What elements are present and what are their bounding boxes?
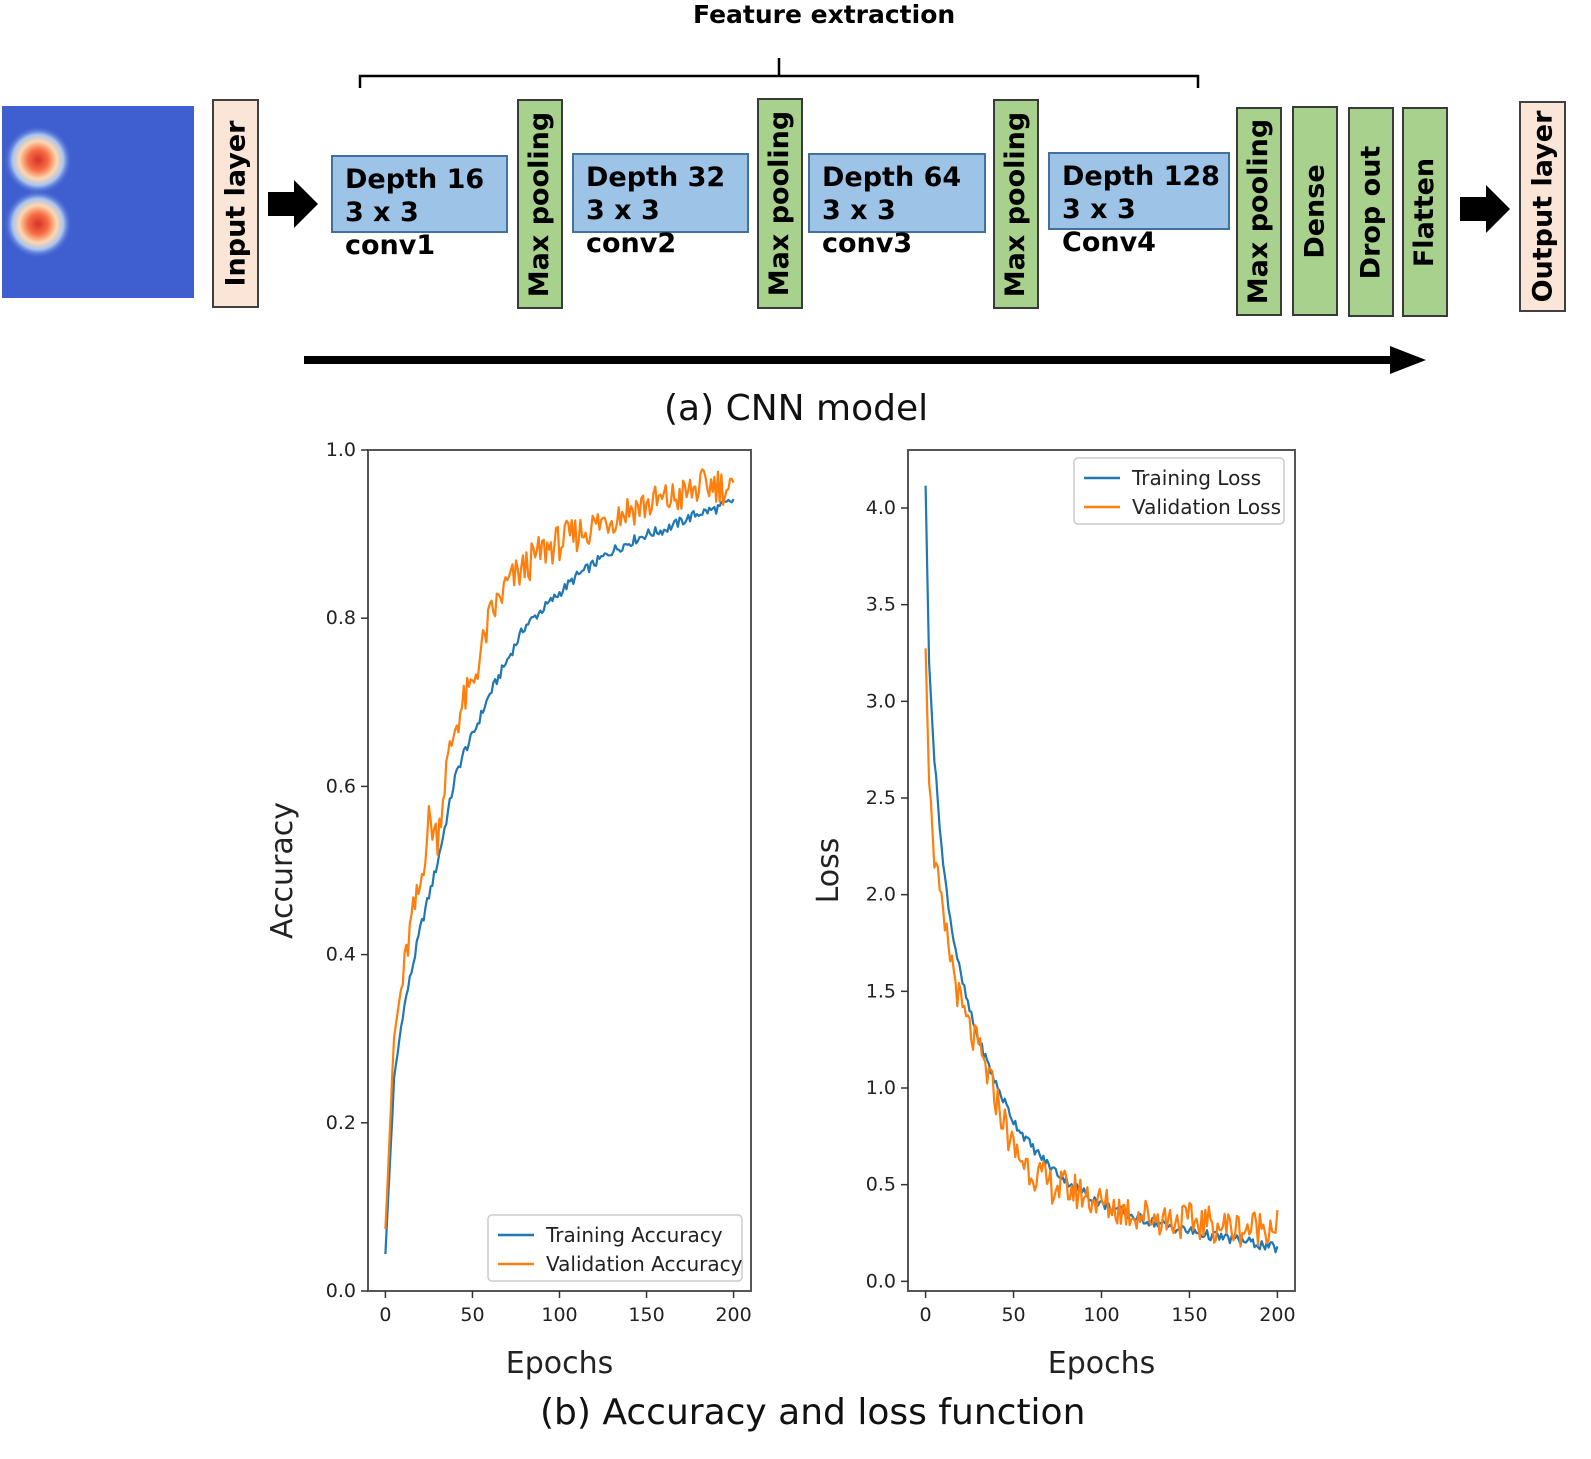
plot-frame [367, 449, 752, 1292]
conv-block-1-kernel: 3 x 3 conv1 [345, 197, 436, 261]
conv-block-2: Depth 32 3 x 3 conv2 [572, 153, 749, 259]
series-line-validation-loss [924, 648, 1279, 1248]
y-tick-label: 0.4 [326, 944, 356, 966]
conv-block-1-depth: Depth 16 [345, 164, 485, 195]
legend-label: Training Accuracy [545, 1223, 723, 1247]
input-layer-label: Input layer [220, 120, 251, 287]
legend-box [1073, 457, 1285, 525]
x-tick-label: 50 [460, 1304, 484, 1326]
flow-arrow [304, 346, 1426, 374]
head-max-pooling: Max pooling [1236, 107, 1282, 316]
x-tick-label: 100 [541, 1304, 577, 1326]
series-line-validation-accuracy [384, 468, 735, 1230]
feature-extraction-title: Feature extraction [693, 0, 956, 29]
y-tick-label: 0.2 [326, 1112, 356, 1134]
input-heatmap-image [2, 106, 194, 298]
y-tick-label: 0.0 [866, 1270, 896, 1292]
y-tick-label: 0.5 [866, 1174, 896, 1196]
y-tick-label: 1.0 [326, 440, 356, 461]
input-layer-box: Input layer [212, 99, 259, 308]
loss-chart: 0 50 100 150 200 0.0 0.5 1.0 1.5 2.0 2.5 3.0 3.5 4.0 E… [811, 449, 1296, 1381]
x-tick-label: 200 [715, 1304, 751, 1326]
y-tick-label: 3.5 [866, 594, 896, 616]
y-tick-label: 1.5 [866, 980, 896, 1002]
y-axis-label: Accuracy [265, 802, 300, 939]
y-tick-label: 0.6 [326, 775, 356, 797]
y-tick-label: 1.0 [866, 1077, 896, 1099]
arrow-right-icon [268, 180, 318, 228]
max-pooling-1: Max pooling [517, 99, 563, 309]
caption-b: (b) Accuracy and loss function [540, 1392, 1086, 1433]
conv-block-4: Depth 128 3 x 3 Conv4 [1048, 152, 1230, 258]
conv-block-2-kernel: 3 x 3 conv2 [586, 195, 677, 259]
max-pooling-2: Max pooling [757, 98, 803, 309]
x-tick-label: 0 [379, 1304, 391, 1326]
conv-block-4-depth: Depth 128 [1062, 161, 1220, 192]
arrow-right-icon [1460, 185, 1510, 233]
accuracy-chart: 0 50 100 150 200 0.0 0.2 0.4 0.6 0.8 1.0 Epochs Accu… [265, 440, 752, 1381]
y-axis-label: Loss [811, 838, 846, 904]
y-tick-label: 0.0 [326, 1280, 356, 1302]
plot-frame [907, 449, 1296, 1292]
head-dense: Dense [1292, 106, 1338, 316]
y-tick-label: 2.0 [866, 884, 896, 906]
feature-extraction-bracket [358, 58, 1200, 88]
head-drop-out: Drop out [1348, 107, 1394, 317]
y-tick-label: 2.5 [866, 787, 896, 809]
legend-label: Validation Loss [1132, 495, 1281, 519]
max-pooling-3: Max pooling [993, 99, 1039, 309]
caption-a: (a) CNN model [664, 388, 929, 429]
conv-block-1: Depth 16 3 x 3 conv1 [331, 155, 508, 261]
legend-box [487, 1214, 743, 1282]
conv-block-3-depth: Depth 64 [822, 162, 962, 193]
conv-block-2-depth: Depth 32 [586, 162, 726, 193]
y-tick-label: 0.8 [326, 607, 356, 629]
head-flatten: Flatten [1402, 107, 1448, 317]
x-tick-label: 150 [1171, 1304, 1207, 1326]
x-tick-label: 0 [920, 1304, 932, 1326]
conv-block-4-kernel: 3 x 3 Conv4 [1062, 194, 1156, 258]
legend-label: Training Loss [1131, 466, 1261, 490]
x-tick-label: 100 [1083, 1304, 1119, 1326]
conv-block-3: Depth 64 3 x 3 conv3 [808, 153, 986, 259]
x-axis-label: Epochs [1048, 1346, 1156, 1381]
series-line-training-accuracy [384, 498, 735, 1255]
y-tick-label: 4.0 [866, 497, 896, 519]
x-tick-label: 200 [1259, 1304, 1295, 1326]
conv-block-3-kernel: 3 x 3 conv3 [822, 195, 913, 259]
y-tick-label: 3.0 [866, 690, 896, 712]
output-layer-box: Output layer [1519, 101, 1566, 312]
x-axis-label: Epochs [506, 1346, 614, 1381]
x-tick-label: 50 [1001, 1304, 1025, 1326]
output-layer-label: Output layer [1527, 110, 1558, 303]
legend-label: Validation Accuracy [546, 1252, 743, 1276]
x-tick-label: 150 [628, 1304, 664, 1326]
